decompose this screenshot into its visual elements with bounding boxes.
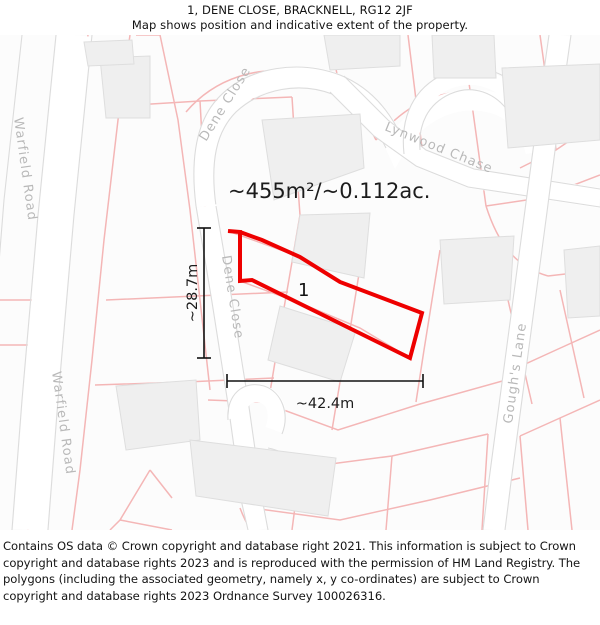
road-warfield-casing-right (47, 35, 93, 530)
page-title: 1, DENE CLOSE, BRACKNELL, RG12 2JF (187, 3, 413, 17)
property-boundary-polygon[interactable] (227, 229, 425, 361)
building (267, 305, 357, 383)
area-label: ~455m²/~0.112ac. (228, 179, 430, 203)
copyright-text: Contains OS data © Crown copyright and d… (3, 539, 581, 603)
road-lynwood-spur-casing-inner (419, 89, 511, 151)
road-warfield-casing-left (11, 35, 57, 530)
road-turning-head-fill (228, 384, 286, 434)
building (115, 379, 201, 451)
page-subtitle: Map shows position and indicative extent… (131, 18, 469, 32)
building (431, 35, 497, 79)
road-network-group (0, 35, 600, 530)
plot-number-label: 1 (298, 280, 309, 301)
building (291, 212, 371, 279)
road-warfield-fill (13, 35, 91, 530)
road-dene-close-casing-outer (193, 66, 405, 207)
building (323, 35, 401, 71)
building (501, 63, 600, 149)
building (261, 113, 365, 201)
building (189, 439, 337, 517)
map-header: 1, DENE CLOSE, BRACKNELL, RG12 2JF Map s… (0, 0, 600, 35)
building (83, 39, 135, 67)
road-warfield-west-edge (0, 35, 23, 257)
road-lynwood-chase-casing-north (343, 75, 600, 190)
vertical-dimension-label: ~28.7m (185, 264, 201, 323)
road-lynwood-chase-fill (328, 76, 600, 208)
road-turning-head-casing (227, 384, 286, 435)
map-vector-layer[interactable]: ~455m²/~0.112ac. 1 ~28.7m ~42.4m Warfiel… (0, 35, 600, 530)
building-group (83, 35, 600, 517)
map-canvas[interactable]: ~455m²/~0.112ac. 1 ~28.7m ~42.4m Warfiel… (0, 35, 600, 530)
building (563, 245, 600, 319)
map-footer: Contains OS data © Crown copyright and d… (0, 534, 600, 625)
building (439, 235, 515, 305)
road-dene-close-south-casing-left (195, 205, 249, 530)
horizontal-dimension-label: ~42.4m (296, 396, 355, 412)
dimension-lines-group (197, 227, 424, 388)
